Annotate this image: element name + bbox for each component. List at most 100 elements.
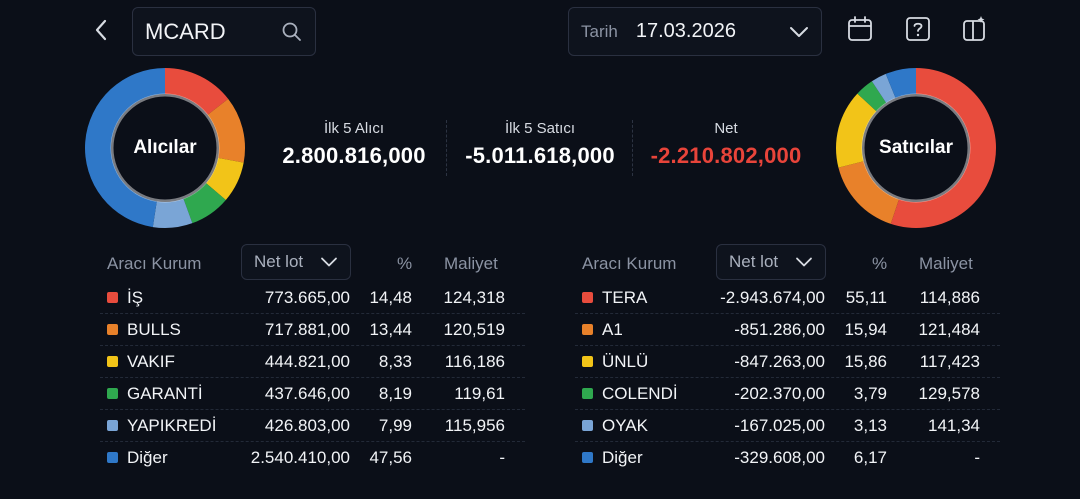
table-row[interactable]: OYAK -167.025,00 3,13 141,34 <box>575 410 1000 442</box>
color-swatch <box>582 324 593 335</box>
sellers-donut-slice <box>885 68 916 99</box>
date-value: 17.03.2026 <box>635 20 736 42</box>
help-button[interactable] <box>903 16 933 46</box>
sellers-donut-chart: Satıcılar <box>835 67 997 229</box>
percent-value: 13,44 <box>369 320 412 339</box>
table-row[interactable]: VAKIF 444.821,00 8,33 116,186 <box>100 346 525 378</box>
cost-value: 129,578 <box>918 384 980 403</box>
net-summary-value: -2.210.802,000 <box>650 143 802 168</box>
buyers-donut-slice <box>84 68 165 228</box>
sellers-summary-value: -5.011.618,000 <box>465 143 615 168</box>
calendar-button[interactable] <box>845 15 875 48</box>
buyers-donut-slice <box>206 157 244 200</box>
chevron-down-icon <box>795 257 813 267</box>
back-button[interactable] <box>88 18 114 46</box>
date-label: Tarih <box>581 21 618 41</box>
buyers-table: Aracı Kurum Net lot % Maliyet İŞ 773.665,… <box>100 244 525 474</box>
color-swatch <box>582 356 593 367</box>
table-row[interactable]: YAPIKREDİ 426.803,00 7,99 115,956 <box>100 410 525 442</box>
buyers-chart-label: Alıcılar <box>133 137 197 158</box>
percent-value: 15,94 <box>844 320 887 339</box>
net-lot-value: -2.943.674,00 <box>720 288 825 307</box>
search-icon[interactable] <box>281 21 303 43</box>
broker-name: Diğer <box>127 448 168 467</box>
net-lot-value: 426.803,00 <box>264 416 350 435</box>
table-row[interactable]: GARANTİ 437.646,00 8,19 119,61 <box>100 378 525 410</box>
percent-value: 55,11 <box>845 288 887 307</box>
broker-name: BULLS <box>127 320 181 339</box>
sellers-donut-slice <box>871 73 896 103</box>
sellers-table-header: Aracı Kurum Net lot % Maliyet <box>575 244 1000 282</box>
table-row[interactable]: Diğer -329.608,00 6,17 - <box>575 442 1000 474</box>
net-lot-value: 437.646,00 <box>264 384 350 403</box>
broker-name: YAPIKREDİ <box>127 416 217 435</box>
buyers-donut-slice <box>183 183 226 224</box>
net-summary: Net -2.210.802,000 <box>636 120 816 169</box>
color-swatch <box>107 452 118 463</box>
table-row[interactable]: BULLS 717.881,00 13,44 120,519 <box>100 314 525 346</box>
table-row[interactable]: İŞ 773.665,00 14,48 124,318 <box>100 282 525 314</box>
color-swatch <box>107 324 118 335</box>
select-value: Net lot <box>254 252 304 271</box>
percent-value: 3,13 <box>853 416 887 435</box>
cost-value: 141,34 <box>928 416 980 435</box>
date-select[interactable]: Tarih 17.03.2026 <box>568 7 822 56</box>
color-swatch <box>582 452 593 463</box>
color-swatch <box>107 292 118 303</box>
cost-value: 120,519 <box>443 320 505 339</box>
table-row[interactable]: COLENDİ -202.370,00 3,79 129,578 <box>575 378 1000 410</box>
percent-column-header: % <box>397 254 413 273</box>
sellers-net-lot-select[interactable]: Net lot <box>716 244 826 280</box>
broker-column-header: Aracı Kurum <box>107 254 202 273</box>
sellers-donut-slice <box>890 68 996 228</box>
net-lot-value: -202.370,00 <box>734 384 825 403</box>
calendar-icon <box>846 15 874 48</box>
cost-value: 124,318 <box>443 288 505 307</box>
sellers-donut-center <box>865 97 967 199</box>
table-row[interactable]: ÜNLÜ -847.263,00 15,86 117,423 <box>575 346 1000 378</box>
cost-value: 119,61 <box>454 384 505 403</box>
percent-value: 8,19 <box>378 384 412 403</box>
symbol-search-input[interactable] <box>145 18 265 45</box>
sellers-chart-label: Satıcılar <box>879 137 953 158</box>
table-row[interactable]: Diğer 2.540.410,00 47,56 - <box>100 442 525 474</box>
sellers-table: Aracı Kurum Net lot % Maliyet TERA -2.943… <box>575 244 1000 474</box>
color-swatch <box>107 388 118 399</box>
split-view-icon <box>961 15 989 48</box>
broker-name: OYAK <box>602 416 648 435</box>
buyers-rows: İŞ 773.665,00 14,48 124,318 BULLS 717.881,00 1… <box>100 282 525 474</box>
net-lot-value: -167.025,00 <box>734 416 825 435</box>
net-summary-title: Net <box>714 120 738 137</box>
net-lot-value: -847.263,00 <box>734 352 825 371</box>
percent-value: 15,86 <box>844 352 887 371</box>
percent-value: 14,48 <box>369 288 412 307</box>
buyers-net-lot-select[interactable]: Net lot <box>241 244 351 280</box>
net-lot-value: -329.608,00 <box>734 448 825 467</box>
broker-name: A1 <box>602 320 623 339</box>
color-swatch <box>107 420 118 431</box>
cost-value: 117,423 <box>919 352 980 371</box>
cost-value: 121,484 <box>918 320 980 339</box>
sellers-donut-slice <box>836 93 877 168</box>
sellers-summary: İlk 5 Satıcı -5.011.618,000 <box>450 120 630 169</box>
buyers-summary-title: İlk 5 Alıcı <box>323 120 385 137</box>
table-row[interactable]: A1 -851.286,00 15,94 121,484 <box>575 314 1000 346</box>
cost-value: - <box>974 448 980 467</box>
chevron-left-icon <box>94 19 108 46</box>
net-lot-value: 773.665,00 <box>264 288 350 307</box>
split-view-button[interactable] <box>960 15 990 48</box>
net-lot-value: 717.881,00 <box>264 320 350 339</box>
symbol-search-box[interactable] <box>132 7 316 56</box>
select-value: Net lot <box>729 252 779 271</box>
percent-value: 47,56 <box>369 448 412 467</box>
table-row[interactable]: TERA -2.943.674,00 55,11 114,886 <box>575 282 1000 314</box>
summary-divider <box>446 120 447 176</box>
chevron-down-icon <box>320 257 338 267</box>
chevron-down-icon <box>789 26 809 38</box>
broker-name: İŞ <box>127 288 144 307</box>
summary-divider <box>632 120 633 176</box>
net-lot-value: -851.286,00 <box>734 320 825 339</box>
broker-name: Diğer <box>602 448 643 467</box>
cost-value: 114,886 <box>919 288 980 307</box>
buyers-summary-value: 2.800.816,000 <box>282 143 426 168</box>
